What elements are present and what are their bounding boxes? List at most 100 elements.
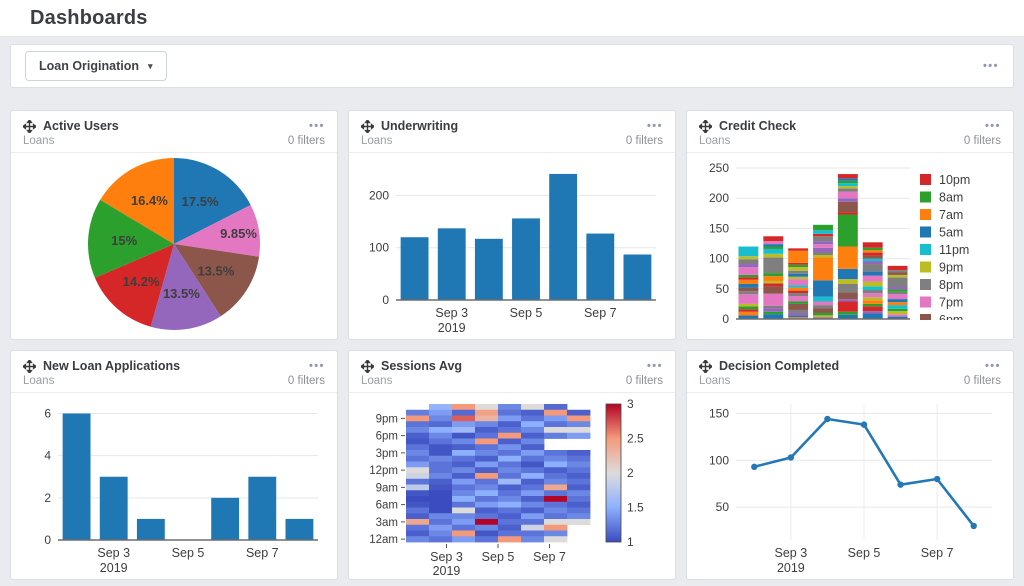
panel-header: Underwriting ••• Loans 0 filters xyxy=(349,111,675,153)
svg-text:100: 100 xyxy=(369,241,389,255)
svg-text:0: 0 xyxy=(44,533,51,547)
panel-header: Active Users ••• Loans 0 filters xyxy=(11,111,337,153)
active-users-pie-chart[interactable]: 17.5%9.85%13.5%13.5%14.2%15%16.4% xyxy=(22,154,326,335)
chevron-down-icon: ▾ xyxy=(148,60,153,71)
svg-text:Sep 5: Sep 5 xyxy=(172,546,205,560)
panel-menu-dots-icon[interactable]: ••• xyxy=(984,119,1001,132)
svg-text:2019: 2019 xyxy=(433,564,461,575)
panel-credit-check: Credit Check ••• Loans 0 filters 0 50 100 1… xyxy=(686,110,1014,340)
svg-text:6am: 6am xyxy=(376,500,398,512)
panel-menu-dots-icon[interactable]: ••• xyxy=(308,359,325,372)
svg-text:6: 6 xyxy=(44,406,51,420)
svg-text:10pm: 10pm xyxy=(939,173,970,187)
panel-header: New Loan Applications ••• Loans 0 filter… xyxy=(11,351,337,393)
svg-text:2: 2 xyxy=(44,491,51,505)
svg-text:3: 3 xyxy=(627,397,634,411)
panel-sessions-avg: Sessions Avg ••• Loans 0 filters 9pm 6pm 3… xyxy=(348,350,676,580)
filters-badge[interactable]: 0 filters xyxy=(625,135,663,147)
panel-subtitle: Loans xyxy=(23,375,55,387)
panel-subtitle: Loans xyxy=(23,135,55,147)
svg-text:17.5%: 17.5% xyxy=(182,194,219,209)
svg-text:Sep 5: Sep 5 xyxy=(510,306,543,320)
svg-text:Sep 7: Sep 7 xyxy=(921,546,954,560)
svg-text:50: 50 xyxy=(716,500,730,514)
svg-text:3am: 3am xyxy=(376,517,398,529)
panel-title: Underwriting xyxy=(381,119,459,133)
svg-text:11pm: 11pm xyxy=(939,243,969,257)
filters-badge[interactable]: 0 filters xyxy=(287,375,325,387)
svg-text:9pm: 9pm xyxy=(376,413,398,425)
filters-badge[interactable]: 0 filters xyxy=(963,135,1001,147)
panel-subtitle: Loans xyxy=(361,375,393,387)
svg-text:7pm: 7pm xyxy=(939,296,963,310)
panel-decision-completed: Decision Completed ••• Loans 0 filters 5… xyxy=(686,350,1014,580)
drag-handle-icon[interactable] xyxy=(361,119,374,133)
drag-handle-icon[interactable] xyxy=(23,119,36,133)
panel-menu-dots-icon[interactable]: ••• xyxy=(308,119,325,132)
svg-text:150: 150 xyxy=(709,221,729,235)
svg-text:Sep 3: Sep 3 xyxy=(97,546,130,560)
svg-text:16.4%: 16.4% xyxy=(131,193,168,208)
svg-text:2019: 2019 xyxy=(777,561,805,575)
panel-menu-dots-icon[interactable]: ••• xyxy=(646,119,663,132)
svg-text:4: 4 xyxy=(44,449,51,463)
svg-text:14.2%: 14.2% xyxy=(123,274,160,289)
dashboard-grid: Active Users ••• Loans 0 filters 17.5% 9.… xyxy=(10,110,1014,580)
panel-title: Decision Completed xyxy=(719,359,840,373)
svg-text:200: 200 xyxy=(709,191,729,205)
svg-text:100: 100 xyxy=(709,453,729,467)
svg-text:1: 1 xyxy=(627,535,634,549)
svg-text:100: 100 xyxy=(709,252,729,266)
drag-handle-icon[interactable] xyxy=(23,359,36,373)
drag-handle-icon[interactable] xyxy=(699,359,712,373)
svg-text:2.5: 2.5 xyxy=(627,432,644,446)
svg-text:8pm: 8pm xyxy=(939,278,963,292)
credit-check-stacked-bar-chart[interactable]: 0 50 100 150 200 250 10pm 8am 7am 5am 11pm 9pm 8pm 7p… xyxy=(698,154,1002,335)
svg-text:150: 150 xyxy=(709,406,729,420)
panel-subtitle: Loans xyxy=(699,375,731,387)
svg-text:Sep 7: Sep 7 xyxy=(533,550,566,564)
dashboard-selector-label: Loan Origination xyxy=(39,59,139,73)
svg-text:13.5%: 13.5% xyxy=(197,264,234,279)
svg-text:2019: 2019 xyxy=(438,321,466,335)
dashboard-selector-button[interactable]: Loan Origination ▾ xyxy=(25,51,167,81)
filters-badge[interactable]: 0 filters xyxy=(963,375,1001,387)
svg-text:Sep 3: Sep 3 xyxy=(775,546,808,560)
svg-text:6pm: 6pm xyxy=(939,313,963,327)
svg-text:0: 0 xyxy=(382,293,389,307)
panel-menu-dots-icon[interactable]: ••• xyxy=(984,359,1001,372)
svg-text:Sep 5: Sep 5 xyxy=(848,546,881,560)
panel-title: Credit Check xyxy=(719,119,797,133)
svg-text:Sep 3: Sep 3 xyxy=(435,306,468,320)
filters-badge[interactable]: 0 filters xyxy=(287,135,325,147)
svg-text:9pm: 9pm xyxy=(939,261,963,275)
svg-text:12am: 12am xyxy=(369,534,398,546)
dashboard-toolbar: Loan Origination ▾ ••• xyxy=(10,44,1014,88)
drag-handle-icon[interactable] xyxy=(361,359,374,373)
filters-badge[interactable]: 0 filters xyxy=(625,375,663,387)
panel-menu-dots-icon[interactable]: ••• xyxy=(646,359,663,372)
panel-title: Active Users xyxy=(43,119,119,133)
panel-title: New Loan Applications xyxy=(43,359,181,373)
drag-handle-icon[interactable] xyxy=(699,119,712,133)
svg-text:Sep 7: Sep 7 xyxy=(584,306,617,320)
panel-underwriting: Underwriting ••• Loans 0 filters 0 100 200… xyxy=(348,110,676,340)
top-header-bar: Dashboards xyxy=(0,0,1024,37)
svg-text:50: 50 xyxy=(716,282,730,296)
panel-subtitle: Loans xyxy=(361,135,393,147)
toolbar-menu-dots-icon[interactable]: ••• xyxy=(982,59,999,72)
svg-text:7am: 7am xyxy=(939,208,963,222)
svg-text:Sep 7: Sep 7 xyxy=(246,546,279,560)
svg-text:5am: 5am xyxy=(939,226,963,240)
svg-text:Sep 5: Sep 5 xyxy=(482,550,515,564)
svg-text:8am: 8am xyxy=(939,191,963,205)
panel-subtitle: Loans xyxy=(699,135,731,147)
svg-text:6pm: 6pm xyxy=(376,431,398,443)
panel-new-loan-applications: New Loan Applications ••• Loans 0 filter… xyxy=(10,350,338,580)
svg-text:2: 2 xyxy=(627,466,634,480)
svg-text:15%: 15% xyxy=(111,233,137,248)
